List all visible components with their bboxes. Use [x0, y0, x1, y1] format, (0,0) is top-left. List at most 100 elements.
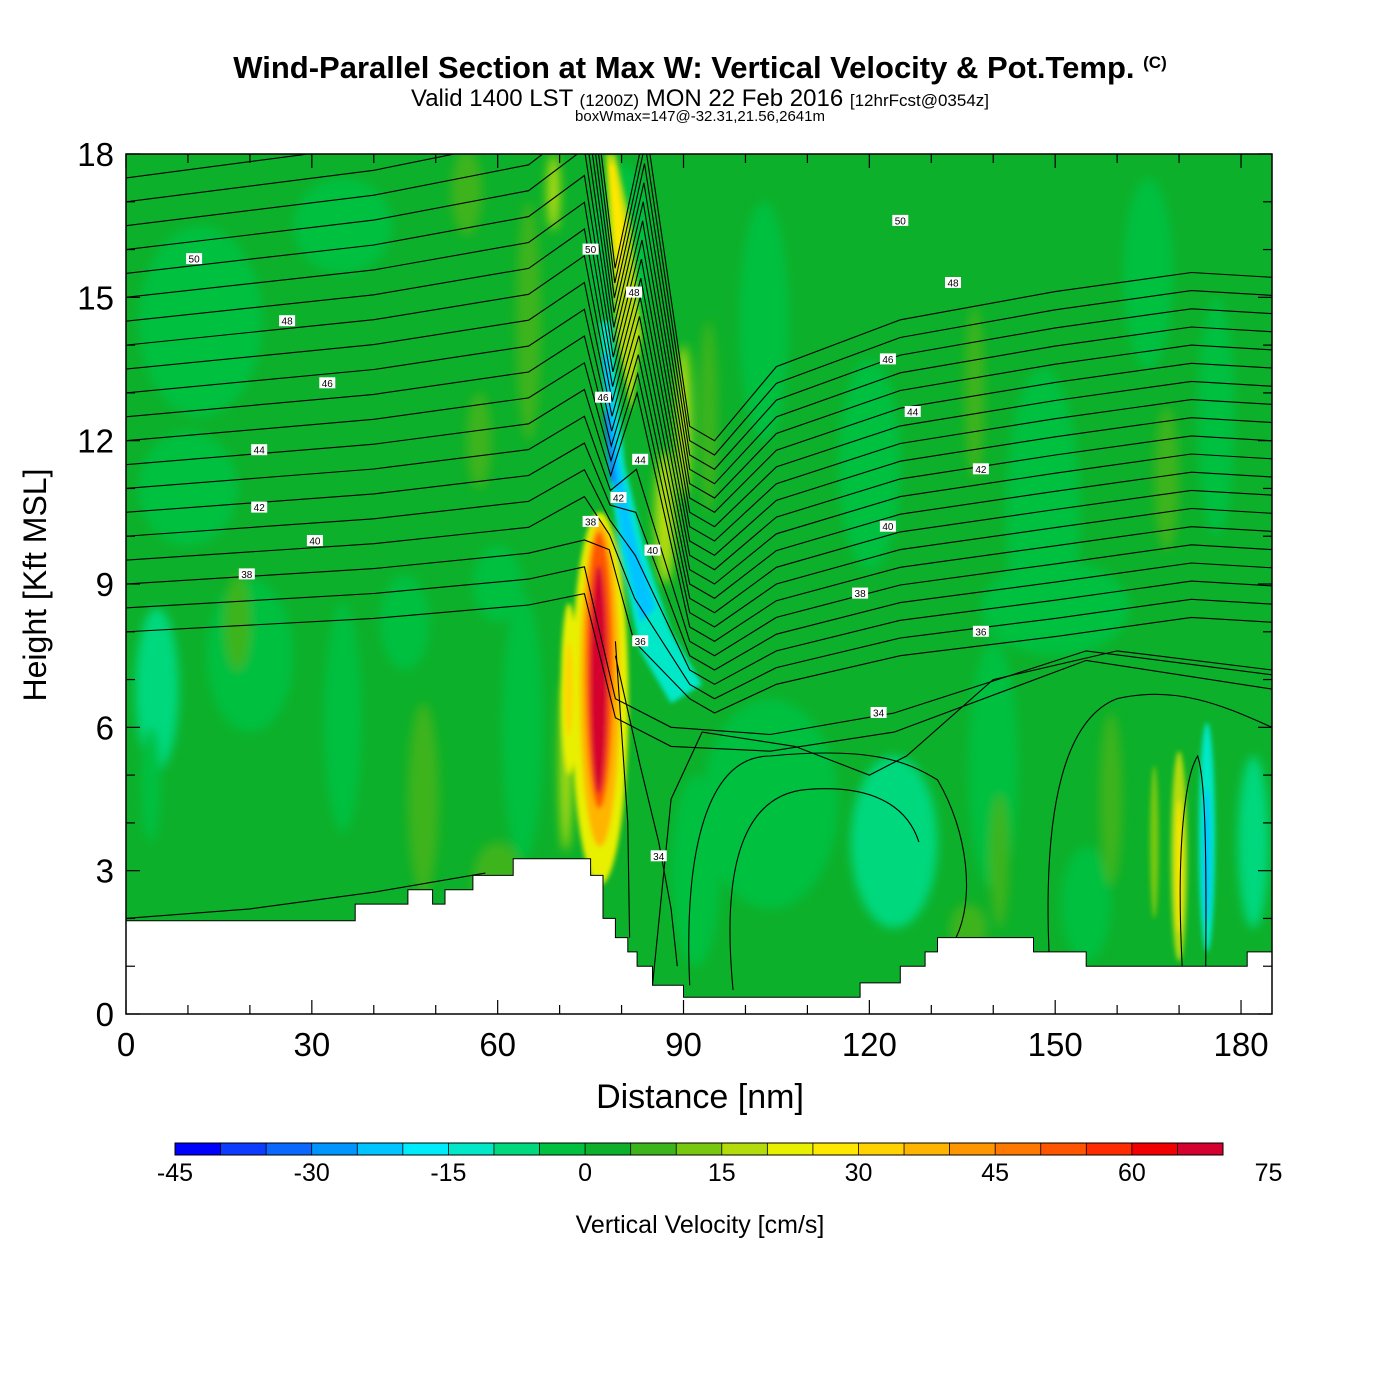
theta-label: 42: [972, 463, 989, 476]
east-updraft-core: [1175, 799, 1183, 933]
chart-subtitle: Valid 1400 LST (1200Z) MON 22 Feb 2016 […: [0, 86, 1400, 114]
theta-contour: [126, 388, 1272, 642]
y-tick-label: 0: [96, 996, 114, 1033]
theta-label-text: 46: [322, 379, 334, 390]
theta-contour: [126, 281, 1272, 585]
theta-contour: [600, 154, 1272, 442]
colorbar-tick-label: -15: [430, 1159, 466, 1187]
theta-label-box: [186, 253, 203, 265]
theta-label-box: [945, 277, 961, 288]
colorbar-swatch: [858, 1143, 905, 1155]
x-tick-label: 120: [842, 1026, 897, 1063]
chart-title: Wind-Parallel Section at Max W: Vertical…: [0, 50, 1400, 86]
x-tick-label: 150: [1028, 1026, 1083, 1063]
theta-label-box: [879, 520, 896, 532]
velocity-cell: [1099, 713, 1123, 885]
theta-label-box: [306, 535, 323, 546]
colorbar-swatch: [448, 1143, 495, 1155]
theta-label-box: [610, 492, 627, 503]
theta-contour: [126, 254, 1272, 571]
theta-label: 40: [644, 544, 661, 557]
velocity-cell: [502, 593, 543, 862]
velocity-cell: [225, 574, 250, 670]
valid-date: MON 22 Feb 2016: [645, 85, 844, 112]
velocity-cell: [739, 201, 789, 441]
theta-label-box: [251, 444, 268, 456]
theta-contour: [729, 788, 920, 991]
colorbar-swatch: [630, 1143, 677, 1155]
velocity-cell: [1154, 407, 1180, 551]
velocity-cell: [324, 603, 362, 833]
theta-label-text: 40: [309, 537, 321, 548]
theta-contour: [126, 174, 1272, 528]
theta-label-text: 50: [895, 216, 907, 227]
theta-label-text: 48: [947, 279, 959, 290]
theta-label: 44: [251, 444, 268, 457]
theta-label: 36: [972, 625, 989, 638]
theta-label-text: 48: [282, 317, 294, 328]
theta-label: 42: [251, 501, 268, 514]
theta-label-box: [632, 635, 649, 647]
velocity-cell: [407, 703, 439, 895]
colorbar-swatch: [493, 1143, 541, 1155]
theta-label: 36: [632, 635, 649, 648]
chart-title-text: Wind-Parallel Section at Max W: Vertical…: [233, 50, 1135, 85]
theta-label-text: 38: [585, 517, 597, 528]
colorbar-swatch: [266, 1143, 313, 1155]
theta-contour: [1047, 693, 1272, 952]
colorbar-tick-label: 60: [1118, 1159, 1146, 1187]
theta-label: 38: [582, 515, 599, 528]
theta-label-text: 34: [653, 852, 665, 863]
theta-contour: [126, 154, 1272, 470]
theta-label-box: [626, 286, 642, 298]
theta-label-box: [632, 453, 649, 465]
theta-contour: [688, 752, 968, 986]
theta-contour: [651, 650, 1272, 986]
colorbar-swatch: [539, 1143, 586, 1155]
theta-contour: [126, 415, 1272, 657]
x-tick-label: 30: [293, 1026, 330, 1063]
colorbar-swatch: [402, 1143, 449, 1155]
velocity-field: [126, 154, 1272, 1014]
theta-label-text: 42: [975, 465, 987, 476]
x-axis-label: Distance [nm]: [596, 1078, 804, 1116]
updraft-peak: [593, 607, 604, 771]
theta-contour: [614, 655, 678, 967]
velocity-cell: [676, 345, 691, 498]
colorbar-swatch: [767, 1143, 814, 1155]
colorbar-swatch: [357, 1143, 404, 1155]
velocity-cell: [990, 794, 1009, 928]
colorbar-swatch: [995, 1143, 1042, 1155]
forecast-info: [12hrFcst@0354z]: [849, 91, 990, 110]
y-tick-label: 15: [77, 279, 114, 316]
theta-label: 38: [238, 568, 255, 581]
colorbar-swatch: [1086, 1143, 1133, 1155]
theta-label-box: [972, 625, 989, 637]
theta-label-box: [892, 214, 909, 226]
theta-label-text: 46: [597, 393, 609, 404]
theta-label: 34: [650, 850, 667, 863]
velocity-cell: [472, 545, 523, 623]
velocity-cell: [1237, 756, 1269, 928]
theta-label: 42: [610, 492, 627, 505]
theta-label-text: 50: [585, 245, 597, 256]
theta-label-text: 36: [635, 637, 647, 648]
colorbar-tick-label: -30: [294, 1159, 330, 1187]
velocity-cell: [964, 306, 985, 479]
theta-label-text: 44: [907, 408, 919, 419]
theta-label: 44: [904, 406, 921, 419]
theta-label-box: [582, 243, 599, 255]
theta-label: 46: [595, 391, 611, 404]
y-tick-label: 9: [96, 566, 114, 603]
theta-contour: [126, 592, 1272, 752]
theta-label: 48: [626, 286, 642, 299]
theta-label-text: 42: [613, 494, 625, 505]
theta-label-box: [595, 391, 611, 403]
theta-label-text: 36: [975, 627, 987, 638]
valid-utc: (1200Z): [579, 91, 640, 110]
velocity-cell: [138, 431, 238, 546]
colorbar-swatch: [721, 1143, 768, 1155]
east-updraft-west: [1149, 765, 1159, 919]
theta-label-text: 44: [254, 446, 266, 457]
